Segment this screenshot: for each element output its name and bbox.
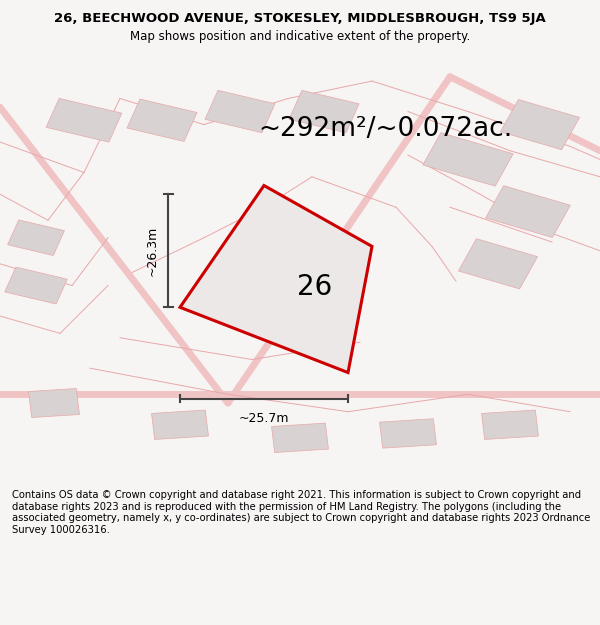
Polygon shape [500, 99, 580, 150]
Text: ~25.7m: ~25.7m [239, 412, 289, 425]
Polygon shape [380, 419, 436, 448]
Polygon shape [289, 91, 359, 132]
Polygon shape [29, 389, 79, 418]
Polygon shape [458, 239, 538, 289]
Text: 26, BEECHWOOD AVENUE, STOKESLEY, MIDDLESBROUGH, TS9 5JA: 26, BEECHWOOD AVENUE, STOKESLEY, MIDDLES… [54, 12, 546, 25]
Text: ~292m²/~0.072ac.: ~292m²/~0.072ac. [258, 116, 512, 142]
Polygon shape [127, 99, 197, 141]
Polygon shape [485, 186, 571, 238]
Polygon shape [272, 423, 328, 452]
Polygon shape [180, 186, 372, 372]
Polygon shape [423, 132, 513, 186]
Text: 26: 26 [298, 272, 332, 301]
Text: Contains OS data © Crown copyright and database right 2021. This information is : Contains OS data © Crown copyright and d… [12, 490, 590, 535]
Polygon shape [482, 410, 538, 439]
Polygon shape [152, 410, 208, 439]
Polygon shape [8, 220, 64, 256]
Text: Map shows position and indicative extent of the property.: Map shows position and indicative extent… [130, 30, 470, 43]
Polygon shape [5, 267, 67, 304]
Polygon shape [205, 91, 275, 132]
Text: ~26.3m: ~26.3m [146, 226, 159, 276]
Polygon shape [46, 98, 122, 142]
